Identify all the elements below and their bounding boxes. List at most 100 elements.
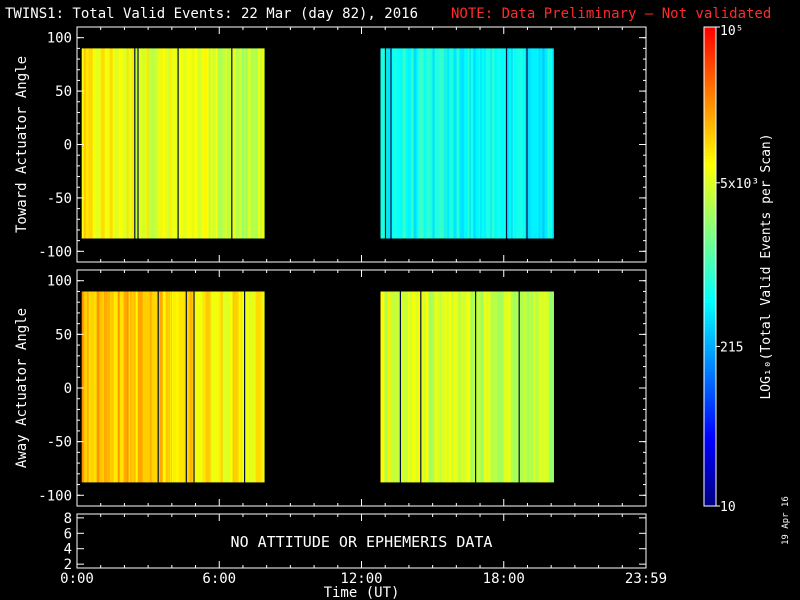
heatmap-cell-away <box>535 291 539 483</box>
heatmap-cell-toward <box>178 48 182 239</box>
heatmap-cell-away <box>436 291 440 483</box>
heatmap-cell-toward <box>506 48 508 239</box>
heatmap-cell-away <box>237 291 239 483</box>
colorbar-segment <box>704 188 716 193</box>
heatmap-cell-toward <box>419 48 421 239</box>
heatmap-cell-toward <box>466 48 468 239</box>
heatmap-cell-away <box>240 291 242 483</box>
heatmap-cell-away <box>107 291 109 483</box>
heatmap-cell-toward <box>511 48 513 239</box>
heatmap-cell-toward <box>487 48 491 239</box>
heatmap-cell-toward <box>456 48 460 239</box>
heatmap-cell-away <box>490 291 494 483</box>
colorbar-segment <box>704 53 716 58</box>
heatmap-cell-away <box>251 291 255 483</box>
colorbar-segment <box>704 302 716 307</box>
heatmap-cell-toward <box>486 48 488 239</box>
heatmap-cell-away <box>254 291 256 483</box>
heatmap-cell-away <box>434 291 437 483</box>
heatmap-cell-away <box>515 291 519 483</box>
colorbar-segment <box>704 32 716 37</box>
colorbar-segment <box>704 473 716 477</box>
heatmap-cell-toward <box>261 48 264 239</box>
heatmap-cell-toward <box>210 48 213 239</box>
colorbar-segment <box>704 158 716 163</box>
colorbar-segment <box>704 119 716 124</box>
heatmap-cell-away <box>479 291 481 483</box>
colorbar-tick-label: 10 <box>720 500 736 515</box>
y-tick-label-ephemeris: 6 <box>64 526 72 542</box>
colorbar-segment <box>704 227 716 232</box>
heatmap-cell-toward <box>89 48 93 239</box>
heatmap-cell-toward <box>434 48 438 239</box>
colorbar-segment <box>704 455 716 459</box>
colorbar-segment <box>704 311 716 315</box>
colorbar-segment <box>704 416 716 420</box>
heatmap-cell-toward <box>442 48 445 239</box>
heatmap-cell-toward <box>539 48 543 239</box>
heatmap-cell-away <box>387 291 391 483</box>
heatmap-cell-toward <box>534 48 538 239</box>
heatmap-cell-toward <box>146 48 149 239</box>
heatmap-cell-away <box>393 291 395 483</box>
colorbar-segment <box>704 80 716 85</box>
heatmap-cell-away <box>526 291 530 483</box>
colorbar-segment <box>704 479 716 483</box>
heatmap-cell-toward <box>144 48 147 239</box>
heatmap-cell-toward <box>167 48 170 239</box>
heatmap-cell-away <box>458 291 461 483</box>
colorbar-segment <box>704 434 716 438</box>
heatmap-cell-away <box>486 291 488 483</box>
heatmap-cell-away <box>417 291 420 483</box>
heatmap-cell-toward <box>257 48 259 239</box>
heatmap-cell-toward <box>519 48 523 239</box>
colorbar-segment <box>704 437 716 441</box>
heatmap-cell-toward <box>260 48 262 239</box>
x-tick-label: 6:00 <box>202 571 236 587</box>
colorbar-tick-label: 10⁵ <box>720 24 743 39</box>
heatmap-cell-toward <box>538 48 540 239</box>
colorbar-segment <box>704 305 716 310</box>
heatmap-cell-toward <box>542 48 545 239</box>
heatmap-cell-away <box>133 291 136 483</box>
colorbar-segment <box>704 95 716 100</box>
heatmap-cell-away <box>500 291 504 483</box>
heatmap-cell-away <box>229 291 232 483</box>
heatmap-cell-away <box>483 291 487 483</box>
heatmap-cell-toward <box>151 48 155 239</box>
heatmap-cell-toward <box>471 48 474 239</box>
colorbar-segment <box>704 248 716 253</box>
y-tick-label-toward: -100 <box>38 244 72 260</box>
heatmap-cell-away <box>189 291 193 483</box>
colorbar-segment <box>704 452 716 456</box>
heatmap-cell-away <box>210 291 213 483</box>
colorbar-segment <box>704 27 716 31</box>
heatmap-cell-toward <box>402 48 406 239</box>
heatmap-cell-away <box>128 291 130 483</box>
heatmap-cell-away <box>109 291 111 483</box>
heatmap-cell-away <box>151 291 155 483</box>
colorbar-segment <box>704 83 716 88</box>
heatmap-cell-toward <box>171 48 173 239</box>
heatmap-cell-away <box>503 291 507 483</box>
colorbar-segment <box>704 38 716 43</box>
heatmap-cell-away <box>407 291 411 483</box>
heatmap-cell-away <box>258 291 261 483</box>
heatmap-cell-away <box>425 291 429 483</box>
heatmap-cell-toward <box>200 48 204 239</box>
colorbar-segment <box>704 419 716 423</box>
heatmap-cell-away <box>131 291 134 483</box>
colorbar-segment <box>704 74 716 79</box>
heatmap-cell-away <box>514 291 516 483</box>
heatmap-cell-toward <box>462 48 464 239</box>
heatmap-cell-toward <box>507 48 509 239</box>
heatmap-cell-away <box>159 291 163 483</box>
heatmap-cell-away <box>473 291 475 483</box>
colorbar-segment <box>704 113 716 118</box>
heatmap-cell-toward <box>123 48 127 239</box>
heatmap-cell-toward <box>418 48 420 239</box>
heatmap-cell-away <box>195 291 199 483</box>
y-axis-label-toward: Toward Actuator Angle <box>14 56 30 233</box>
no-data-message: NO ATTITUDE OR EPHEMERIS DATA <box>231 533 493 551</box>
colorbar-segment <box>704 317 716 321</box>
